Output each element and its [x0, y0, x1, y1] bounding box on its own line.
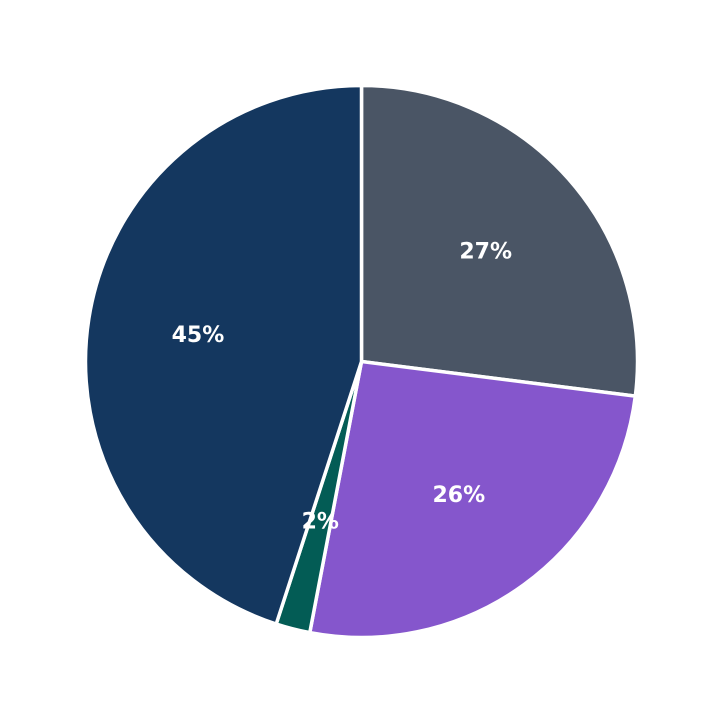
- pie-slice-label-2: 2%: [302, 509, 339, 534]
- pie-slice-label-1: 26%: [433, 483, 486, 508]
- pie-slice-label-3: 45%: [172, 323, 225, 348]
- labels-layer: 27% 26% 2% 45%: [172, 239, 512, 534]
- pie-slice-label-0: 27%: [459, 239, 512, 264]
- pie-slice-3: [83, 83, 364, 626]
- pie-slice-0: [359, 83, 640, 398]
- pie-slice-1: [308, 359, 638, 640]
- slices-layer: [83, 83, 640, 640]
